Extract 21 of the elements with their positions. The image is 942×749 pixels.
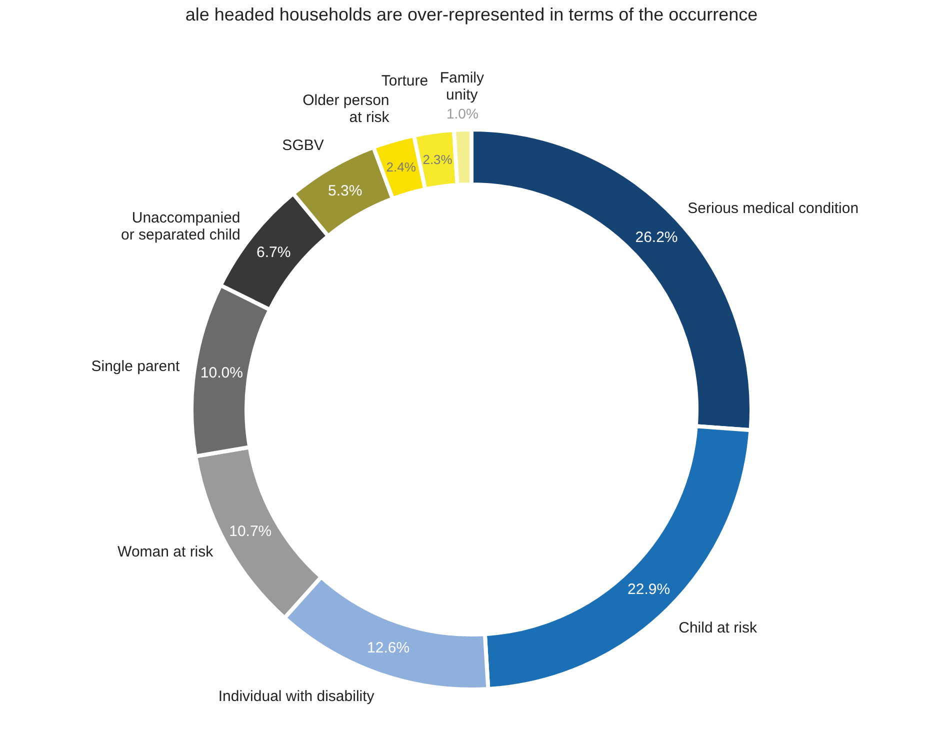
data-label: 10.7% <box>229 522 272 540</box>
data-label: 5.3% <box>328 182 362 200</box>
data-label: 26.2% <box>635 229 678 246</box>
slice-label: Child at risk <box>678 620 758 637</box>
data-label: 2.3% <box>422 152 453 167</box>
slice-label: Older person at risk <box>302 92 390 126</box>
chart-title: ale headed households are over-represented in terms of the occurrence <box>185 4 758 24</box>
data-label: 10.0% <box>200 364 243 382</box>
data-label: 1.0% <box>446 106 478 122</box>
slice-label: Torture <box>381 72 428 90</box>
slice-label: Family unity <box>440 70 484 104</box>
data-label: 2.4% <box>386 160 416 175</box>
data-label: 12.6% <box>367 639 410 656</box>
slice-label: Individual with disability <box>218 688 375 706</box>
slice-label: Unaccompanied or separated child <box>121 209 240 244</box>
slice-label: Serious medical condition <box>688 200 859 218</box>
slice-label: SGBV <box>282 137 324 154</box>
slice-label: Single parent <box>91 358 180 376</box>
slice-label: Woman at risk <box>118 543 214 560</box>
data-label: 22.9% <box>628 580 670 598</box>
data-label: 6.7% <box>256 244 291 262</box>
